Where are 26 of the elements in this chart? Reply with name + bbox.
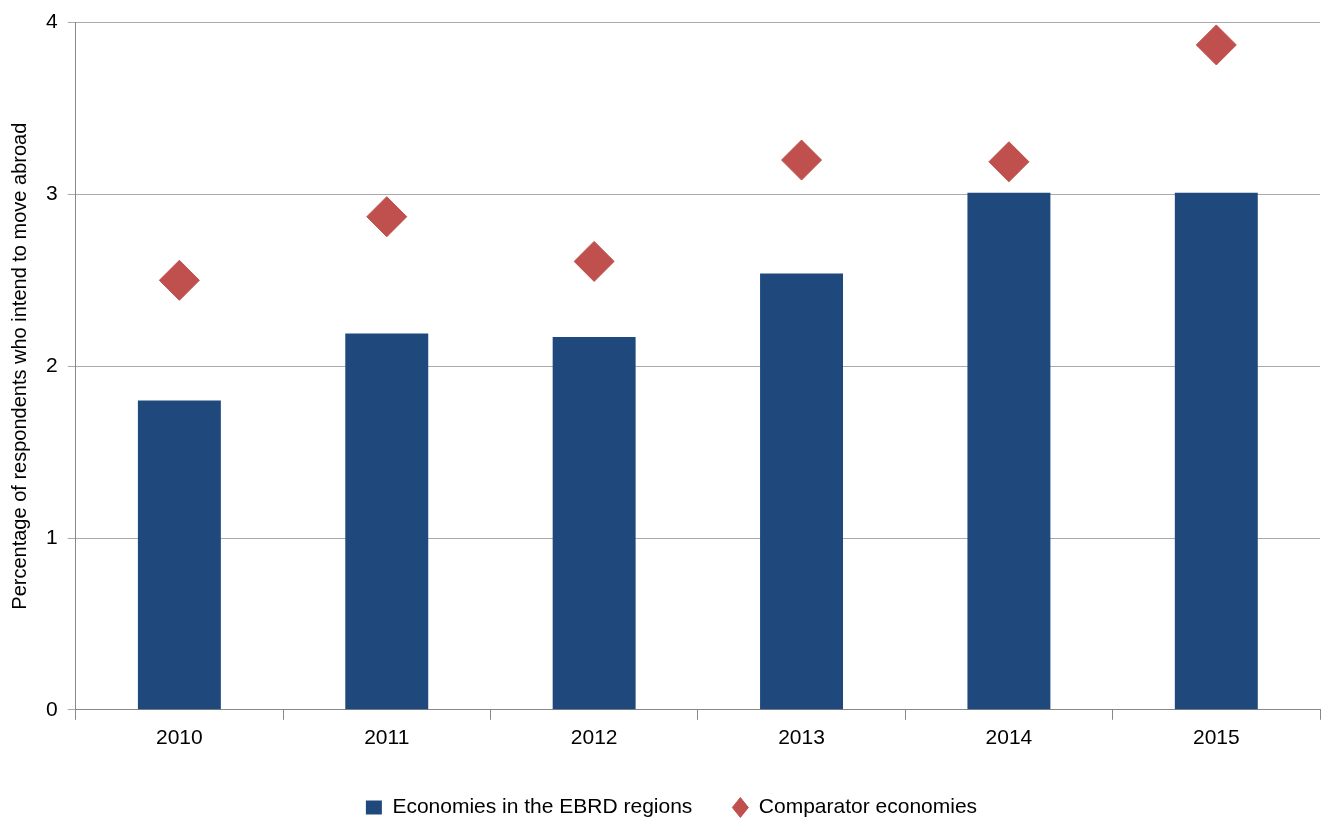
y-tick-label: 0 <box>45 696 58 720</box>
x-tick-label: 2014 <box>985 725 1033 749</box>
bar <box>760 273 844 710</box>
y-tick-label: 2 <box>45 353 58 376</box>
x-tick-label: 2010 <box>156 725 203 749</box>
point <box>366 196 408 238</box>
bar <box>345 333 429 710</box>
point <box>988 141 1030 183</box>
point <box>158 259 200 301</box>
y-axis-title: Percentage of respondents who intend to move abroad <box>7 122 30 610</box>
legend-label: Comparator economies <box>758 794 978 818</box>
x-tick-label: 2011 <box>364 725 410 749</box>
point <box>573 240 615 282</box>
bar <box>137 400 221 710</box>
bar <box>1174 192 1258 710</box>
y-tick-label: 4 <box>45 9 58 33</box>
legend-label: Economies in the EBRD regions <box>392 794 693 818</box>
x-tick-label: 2012 <box>570 725 618 749</box>
x-tick-label: 2013 <box>778 725 825 749</box>
point <box>1195 24 1237 66</box>
y-tick-label: 3 <box>45 181 58 205</box>
bar <box>552 336 636 710</box>
point <box>781 139 823 181</box>
bar <box>967 192 1051 710</box>
x-tick-label: 2015 <box>1192 725 1240 749</box>
y-tick-label: 1 <box>45 524 58 548</box>
